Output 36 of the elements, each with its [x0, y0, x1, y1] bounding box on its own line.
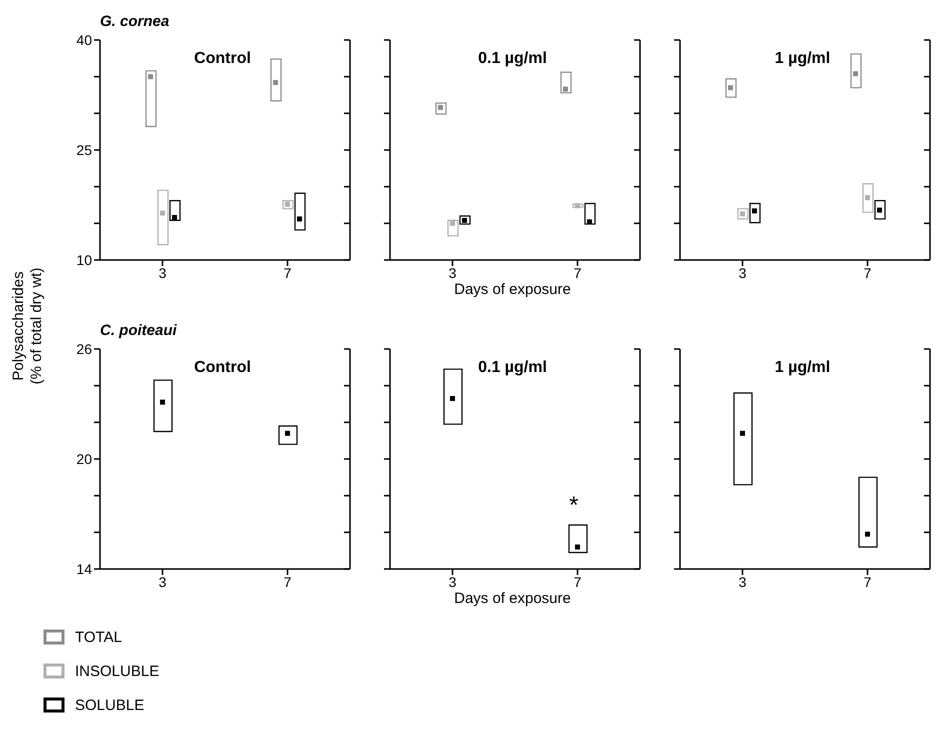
- bar: [145, 70, 157, 128]
- x-tick-label: 3: [158, 574, 167, 590]
- text: 0.1 µg/ml: [477, 359, 548, 377]
- text: Control: [193, 359, 252, 377]
- x-tick-label: 3: [448, 264, 457, 281]
- text: 1 µg/ml: [774, 359, 832, 377]
- x-tick-label: 7: [864, 574, 872, 590]
- text: Control: [193, 50, 252, 68]
- y-tick-label: 25: [76, 142, 92, 158]
- x-tick-label: 7: [284, 264, 292, 281]
- y-tick-label: 40: [76, 32, 92, 48]
- x-tick-label: 7: [574, 574, 582, 590]
- x-axis-title: Days of exposure: [453, 590, 572, 607]
- y-tick-label: 26: [76, 340, 92, 357]
- bar: [270, 58, 282, 102]
- chart-title: C. poiteaui: [100, 322, 177, 339]
- x-tick-label: 3: [448, 574, 457, 590]
- text: 0.1 µg/ml: [477, 50, 548, 68]
- x-axis-title: Days of exposure: [453, 281, 572, 298]
- legend-label: INSOLUBLE: [75, 662, 160, 680]
- x-tick-label: 3: [158, 264, 167, 281]
- y-tick-label: 10: [76, 252, 92, 268]
- chart-title: G. cornea: [100, 13, 170, 30]
- bar: [850, 53, 862, 88]
- y-tick-label: 14: [76, 560, 92, 577]
- x-tick-label: 3: [738, 574, 747, 590]
- legend-label: SOLUBLE: [75, 696, 144, 714]
- x-tick-label: 7: [864, 264, 872, 281]
- x-tick-label: 7: [574, 264, 582, 281]
- text: 1 µg/ml: [774, 50, 832, 68]
- x-tick-label: 3: [738, 264, 747, 281]
- x-tick-label: 7: [284, 574, 292, 590]
- annotation: *: [568, 492, 580, 519]
- legend-label: TOTAL: [75, 628, 122, 646]
- y-tick-label: 20: [76, 450, 92, 467]
- y-axis-title: Polysaccharides (% of total dry wt): [10, 266, 46, 386]
